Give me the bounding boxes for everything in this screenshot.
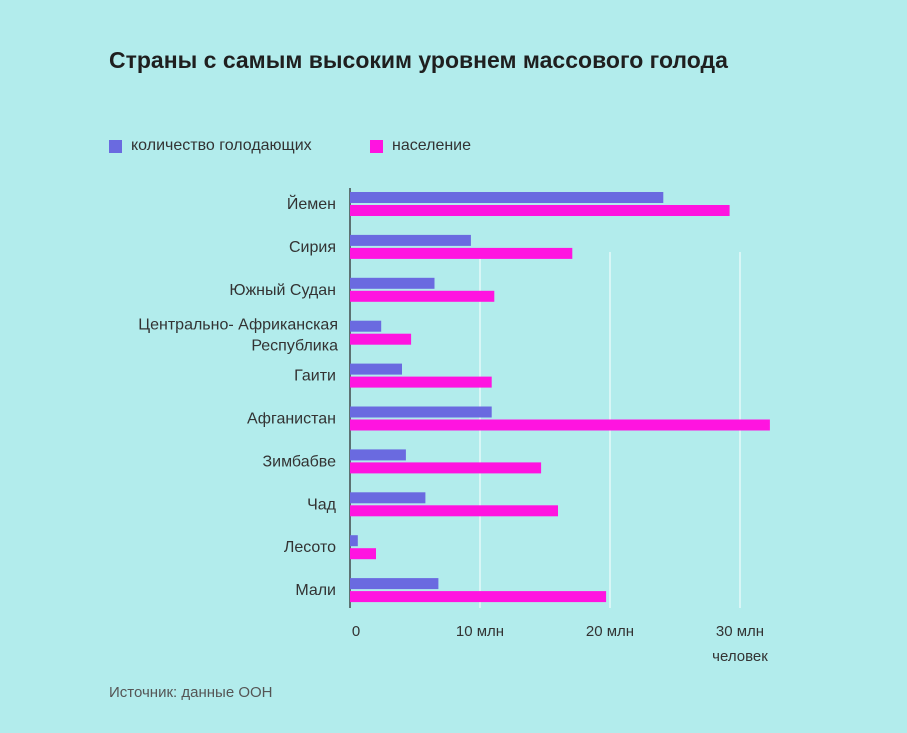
legend-item-population: население [370, 137, 471, 155]
legend-label-population: население [392, 137, 472, 154]
legend-item-hungry: количество голодающих [109, 137, 312, 155]
bar-population [350, 591, 607, 603]
category-label: Центрально- Африканская Республика [138, 317, 338, 355]
bar-hungry [350, 277, 435, 289]
bar-population [350, 419, 770, 431]
x-tick-label: 30 млн [716, 623, 764, 640]
category-label: Мали [295, 582, 336, 599]
bar-hungry [350, 578, 439, 590]
bar-population [350, 462, 542, 474]
x-unit-label: человек [712, 648, 768, 665]
x-tick-label: 10 млн [456, 623, 504, 640]
bar-hungry [350, 449, 406, 461]
bar-hungry [350, 535, 358, 547]
category-label: Гаити [294, 368, 336, 385]
bar-population [350, 247, 573, 259]
category-label: Афганистан [247, 411, 336, 428]
bar-hungry [350, 320, 382, 332]
bar-hungry [350, 363, 402, 375]
bar-population [350, 548, 376, 560]
x-tick-label: 20 млн [586, 623, 634, 640]
bar-population [350, 205, 730, 216]
bar-population [350, 290, 495, 302]
category-label: Сирия [289, 239, 336, 256]
bar-hungry [350, 234, 471, 246]
legend-label-hungry: количество голодающих [131, 137, 312, 154]
category-label: Чад [307, 496, 337, 513]
bar-population [350, 376, 492, 388]
bar-population [350, 333, 412, 345]
bar-hungry [350, 192, 664, 203]
chart-title: Страны с самым высоким уровнем массового… [109, 47, 728, 73]
bar-hungry [350, 492, 426, 504]
category-label: Южный Судан [229, 282, 336, 299]
source-note: Источник: данные ООН [109, 684, 273, 701]
category-label: Йемен [287, 194, 336, 213]
bar-population [350, 505, 558, 517]
x-tick-label: 0 [352, 623, 360, 640]
bar-hungry [350, 406, 492, 418]
legend-swatch-population [370, 139, 383, 153]
legend-swatch-hungry [109, 139, 122, 153]
category-label: Зимбабве [263, 453, 337, 470]
category-label: Лесото [284, 539, 336, 556]
